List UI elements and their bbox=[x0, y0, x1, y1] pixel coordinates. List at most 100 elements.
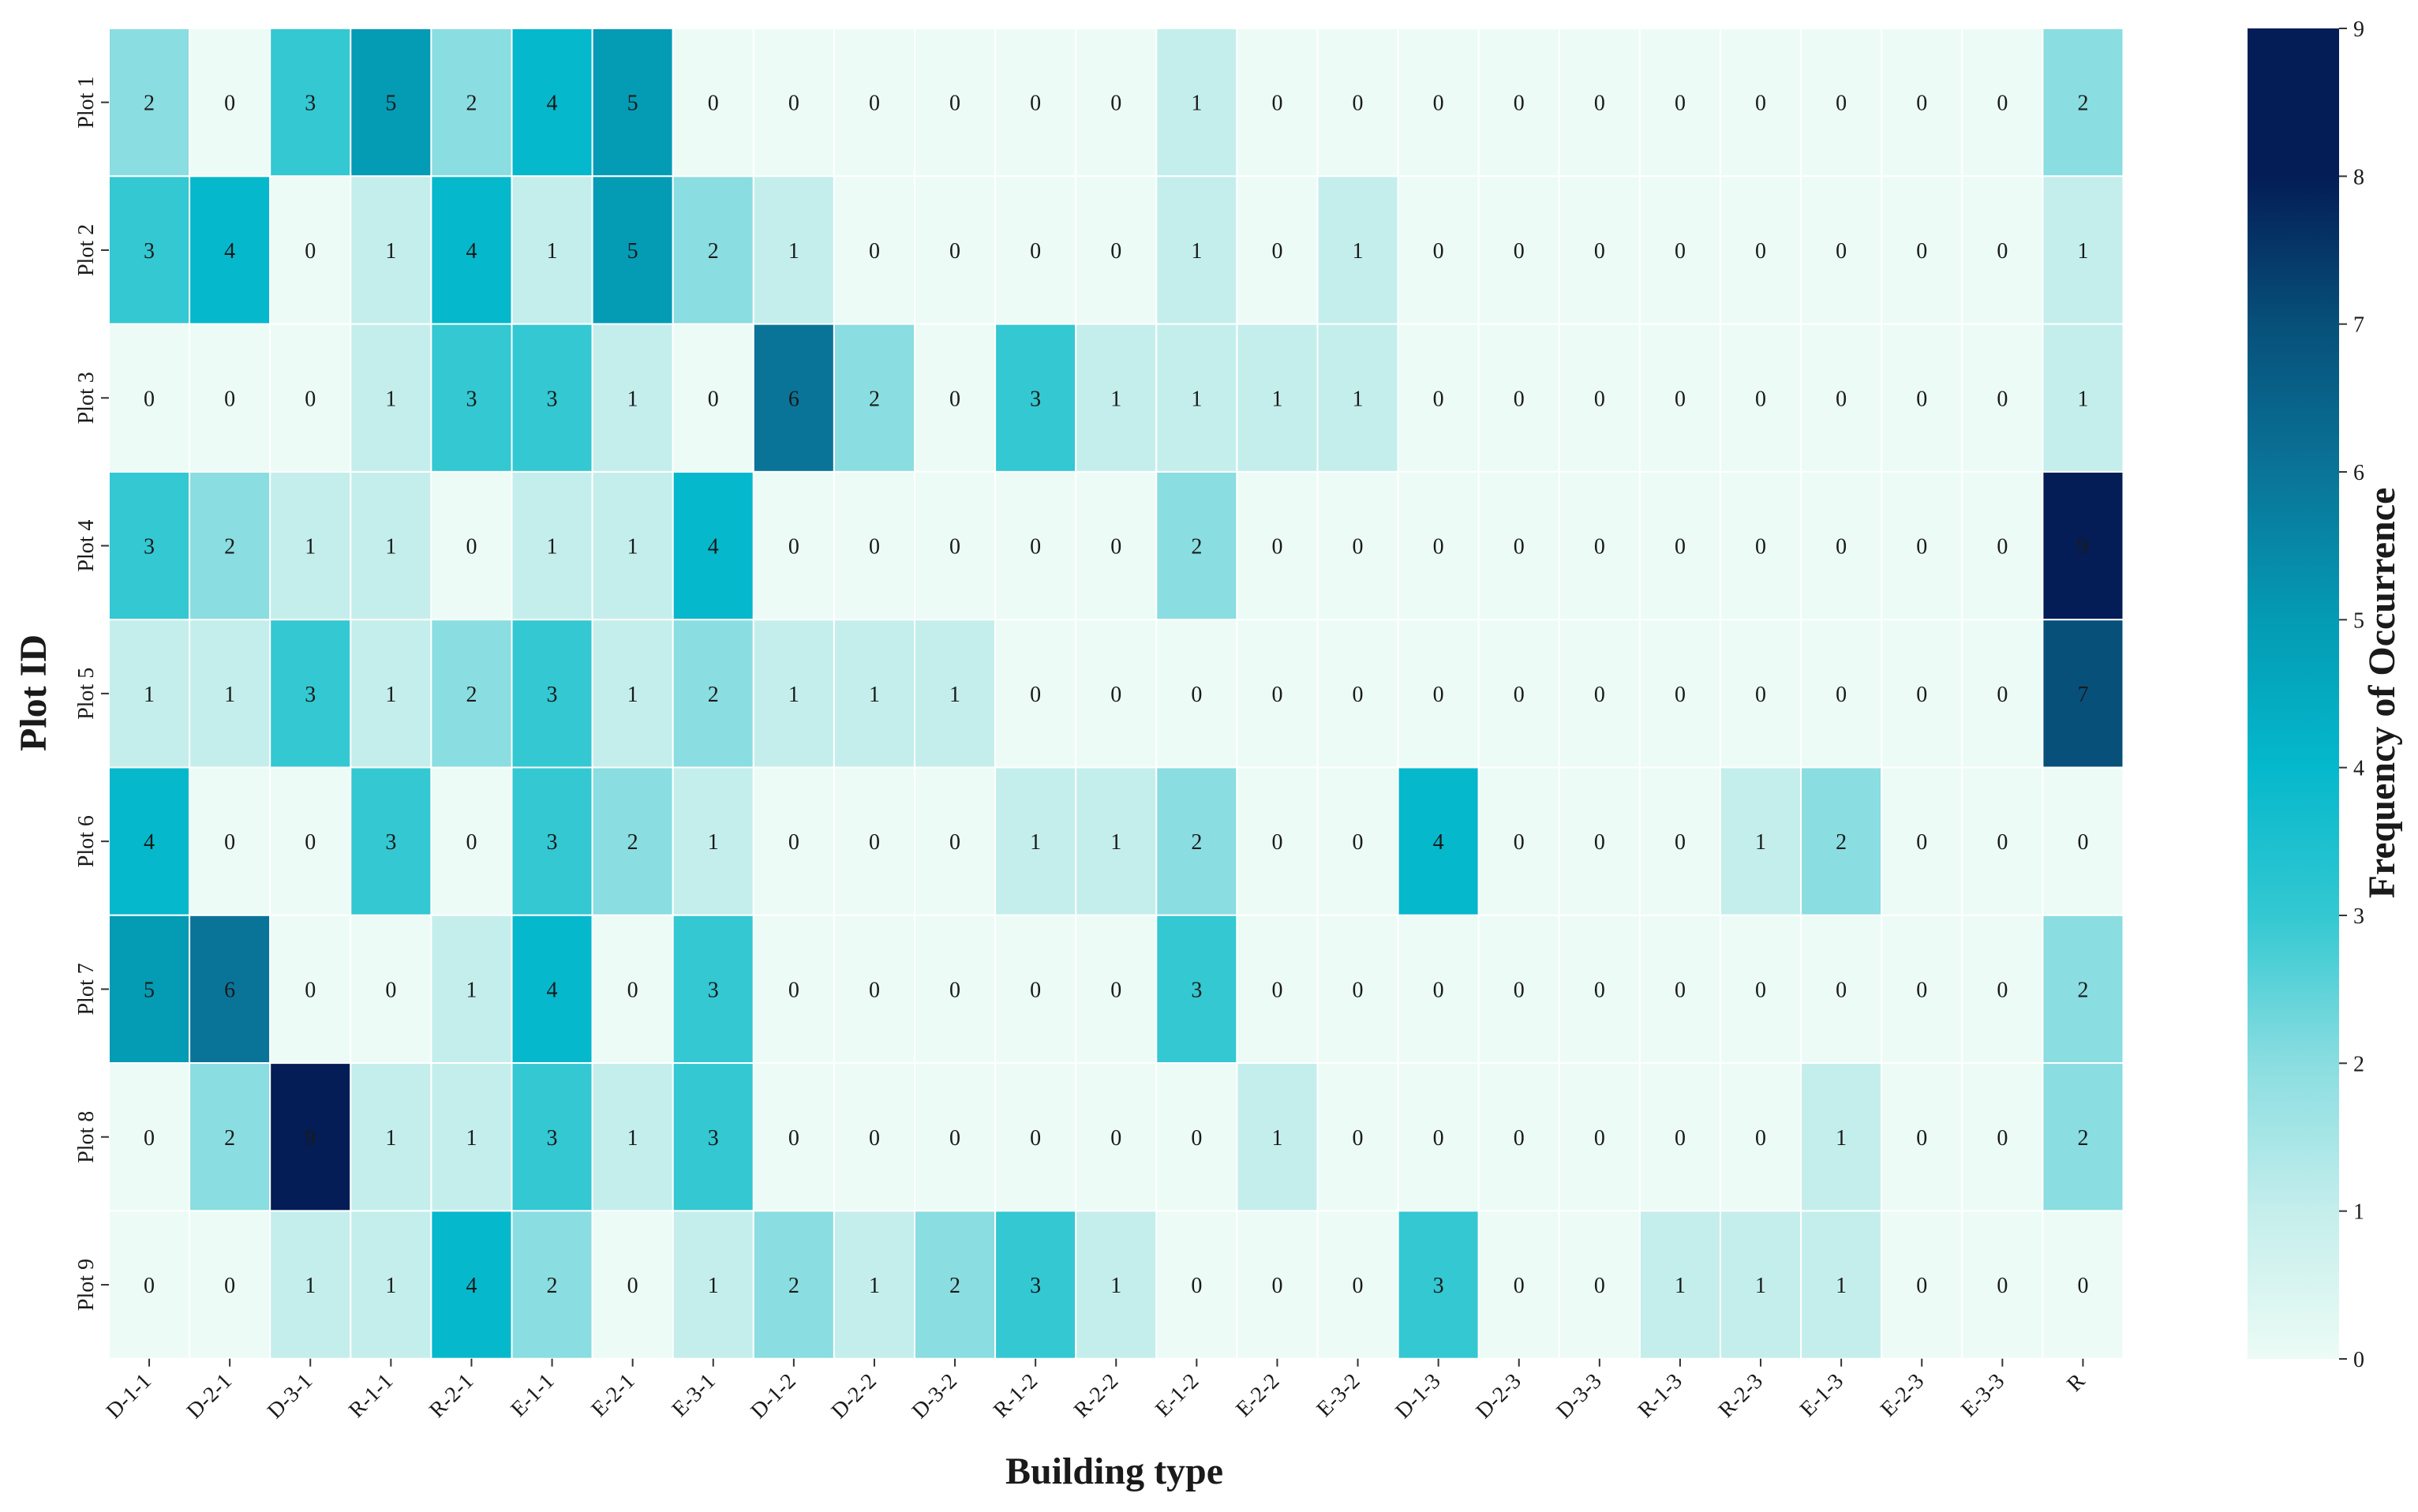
cell-value-label: 0 bbox=[1594, 1126, 1605, 1151]
heatmap-cell bbox=[1881, 28, 1963, 178]
heatmap-cell bbox=[672, 619, 754, 769]
cell-value-label: 0 bbox=[788, 92, 799, 116]
heatmap-cell bbox=[511, 175, 593, 325]
heatmap-cell bbox=[1316, 914, 1399, 1065]
heatmap-cell bbox=[752, 766, 835, 916]
cell-value-label: 0 bbox=[869, 978, 880, 1002]
cell-value-label: 0 bbox=[949, 92, 960, 116]
heatmap-cell bbox=[1720, 175, 1802, 325]
heatmap-cell bbox=[994, 470, 1077, 621]
cell-value-label: 0 bbox=[1514, 92, 1525, 116]
cell-value-label: 0 bbox=[1433, 1126, 1444, 1151]
cell-value-label: 1 bbox=[1755, 1274, 1766, 1298]
heatmap-cell bbox=[1881, 470, 1963, 621]
x-tick-label: E-2-3 bbox=[1876, 1369, 1929, 1422]
heatmap-cell bbox=[1881, 766, 1963, 916]
heatmap-cell bbox=[1155, 175, 1238, 325]
colorbar-tick-label: 1 bbox=[2353, 1200, 2364, 1225]
heatmap-cell bbox=[2042, 323, 2124, 473]
heatmap-cell bbox=[1961, 470, 2044, 621]
heatmap-cell bbox=[511, 766, 593, 916]
cell-value-label: 0 bbox=[1997, 978, 2008, 1002]
heatmap-cell bbox=[1881, 1210, 1963, 1360]
cell-value-label: 1 bbox=[627, 535, 638, 560]
x-tick-label: R-2-3 bbox=[1714, 1369, 1768, 1423]
cell-value-label: 0 bbox=[1353, 830, 1364, 855]
colorbar-tick-label: 6 bbox=[2353, 461, 2364, 485]
colorbar-tick-label: 3 bbox=[2353, 904, 2364, 929]
heatmap-cell bbox=[1075, 1210, 1158, 1360]
x-tick-label: E-1-3 bbox=[1795, 1369, 1848, 1422]
cell-value-label: 1 bbox=[2077, 387, 2088, 411]
heatmap-cell bbox=[1720, 470, 1802, 621]
x-tick-label: D-3-2 bbox=[908, 1369, 962, 1424]
y-axis-label: Plot ID bbox=[13, 634, 54, 751]
cell-value-label: 2 bbox=[466, 92, 477, 116]
heatmap-cell bbox=[672, 28, 754, 178]
heatmap-cell bbox=[269, 28, 352, 178]
cell-value-label: 1 bbox=[949, 683, 960, 707]
cell-value-label: 1 bbox=[466, 1126, 477, 1151]
heatmap-cell bbox=[1638, 28, 1721, 178]
heatmap-cell bbox=[1961, 175, 2044, 325]
cell-value-label: 0 bbox=[627, 978, 638, 1002]
cell-value-label: 3 bbox=[547, 683, 558, 707]
cell-value-label: 3 bbox=[305, 92, 316, 116]
cell-value-label: 3 bbox=[1433, 1274, 1444, 1298]
cell-value-label: 1 bbox=[385, 387, 396, 411]
heatmap-cell bbox=[1800, 323, 1883, 473]
heatmap-cell bbox=[1720, 28, 1802, 178]
cell-value-label: 0 bbox=[1755, 535, 1766, 560]
cell-value-label: 0 bbox=[305, 239, 316, 264]
cell-value-label: 0 bbox=[1271, 830, 1282, 855]
y-tick-label: Plot 3 bbox=[74, 372, 99, 424]
cell-value-label: 0 bbox=[1271, 239, 1282, 264]
cell-value-label: 2 bbox=[788, 1274, 799, 1298]
cell-value-label: 0 bbox=[1836, 92, 1847, 116]
colorbar-tick-label: 4 bbox=[2353, 757, 2364, 781]
cell-value-label: 0 bbox=[1514, 387, 1525, 411]
cell-value-label: 0 bbox=[949, 830, 960, 855]
cell-value-label: 1 bbox=[2077, 239, 2088, 264]
heatmap-cell bbox=[2042, 1210, 2124, 1360]
cell-value-label: 0 bbox=[1675, 239, 1686, 264]
cell-value-label: 0 bbox=[949, 387, 960, 411]
cell-value-label: 0 bbox=[788, 978, 799, 1002]
cell-value-label: 0 bbox=[1916, 830, 1927, 855]
cell-value-label: 0 bbox=[1191, 1274, 1202, 1298]
heatmap-cell bbox=[1477, 28, 1560, 178]
cell-value-label: 0 bbox=[1594, 1274, 1605, 1298]
heatmap-cell bbox=[1638, 1062, 1721, 1212]
cell-value-label: 0 bbox=[1594, 92, 1605, 116]
cell-value-label: 0 bbox=[869, 239, 880, 264]
colorbar-tick-label: 2 bbox=[2353, 1052, 2364, 1076]
cell-value-label: 1 bbox=[1755, 830, 1766, 855]
heatmap-cell bbox=[1316, 28, 1399, 178]
cell-value-label: 0 bbox=[869, 1126, 880, 1151]
heatmap-cell bbox=[1638, 470, 1721, 621]
heatmap-cell bbox=[1961, 766, 2044, 916]
heatmap-cell bbox=[1397, 1210, 1480, 1360]
heatmap-cell bbox=[914, 323, 997, 473]
heatmap-cell bbox=[672, 470, 754, 621]
cell-value-label: 5 bbox=[627, 239, 638, 264]
heatmap-cell bbox=[833, 619, 916, 769]
cell-value-label: 1 bbox=[305, 535, 316, 560]
heatmap-cell bbox=[1720, 619, 1802, 769]
heatmap-cell bbox=[1155, 914, 1238, 1065]
x-tick-label: E-3-2 bbox=[1312, 1369, 1364, 1422]
x-tick-label: R-1-2 bbox=[989, 1369, 1042, 1423]
heatmap-cell bbox=[2042, 619, 2124, 769]
heatmap-cell bbox=[2042, 28, 2124, 178]
heatmap-cell bbox=[833, 1210, 916, 1360]
heatmap-cell bbox=[1236, 619, 1319, 769]
heatmap-cell bbox=[430, 914, 513, 1065]
cell-value-label: 0 bbox=[1514, 535, 1525, 560]
cell-value-label: 4 bbox=[224, 239, 235, 264]
cell-value-label: 3 bbox=[708, 978, 719, 1002]
heatmap-cell bbox=[350, 619, 432, 769]
heatmap-cell bbox=[1316, 619, 1399, 769]
x-tick-label: E-1-2 bbox=[1151, 1369, 1203, 1422]
colorbar-tick-label: 7 bbox=[2353, 313, 2364, 338]
heatmap-cell bbox=[1155, 470, 1238, 621]
